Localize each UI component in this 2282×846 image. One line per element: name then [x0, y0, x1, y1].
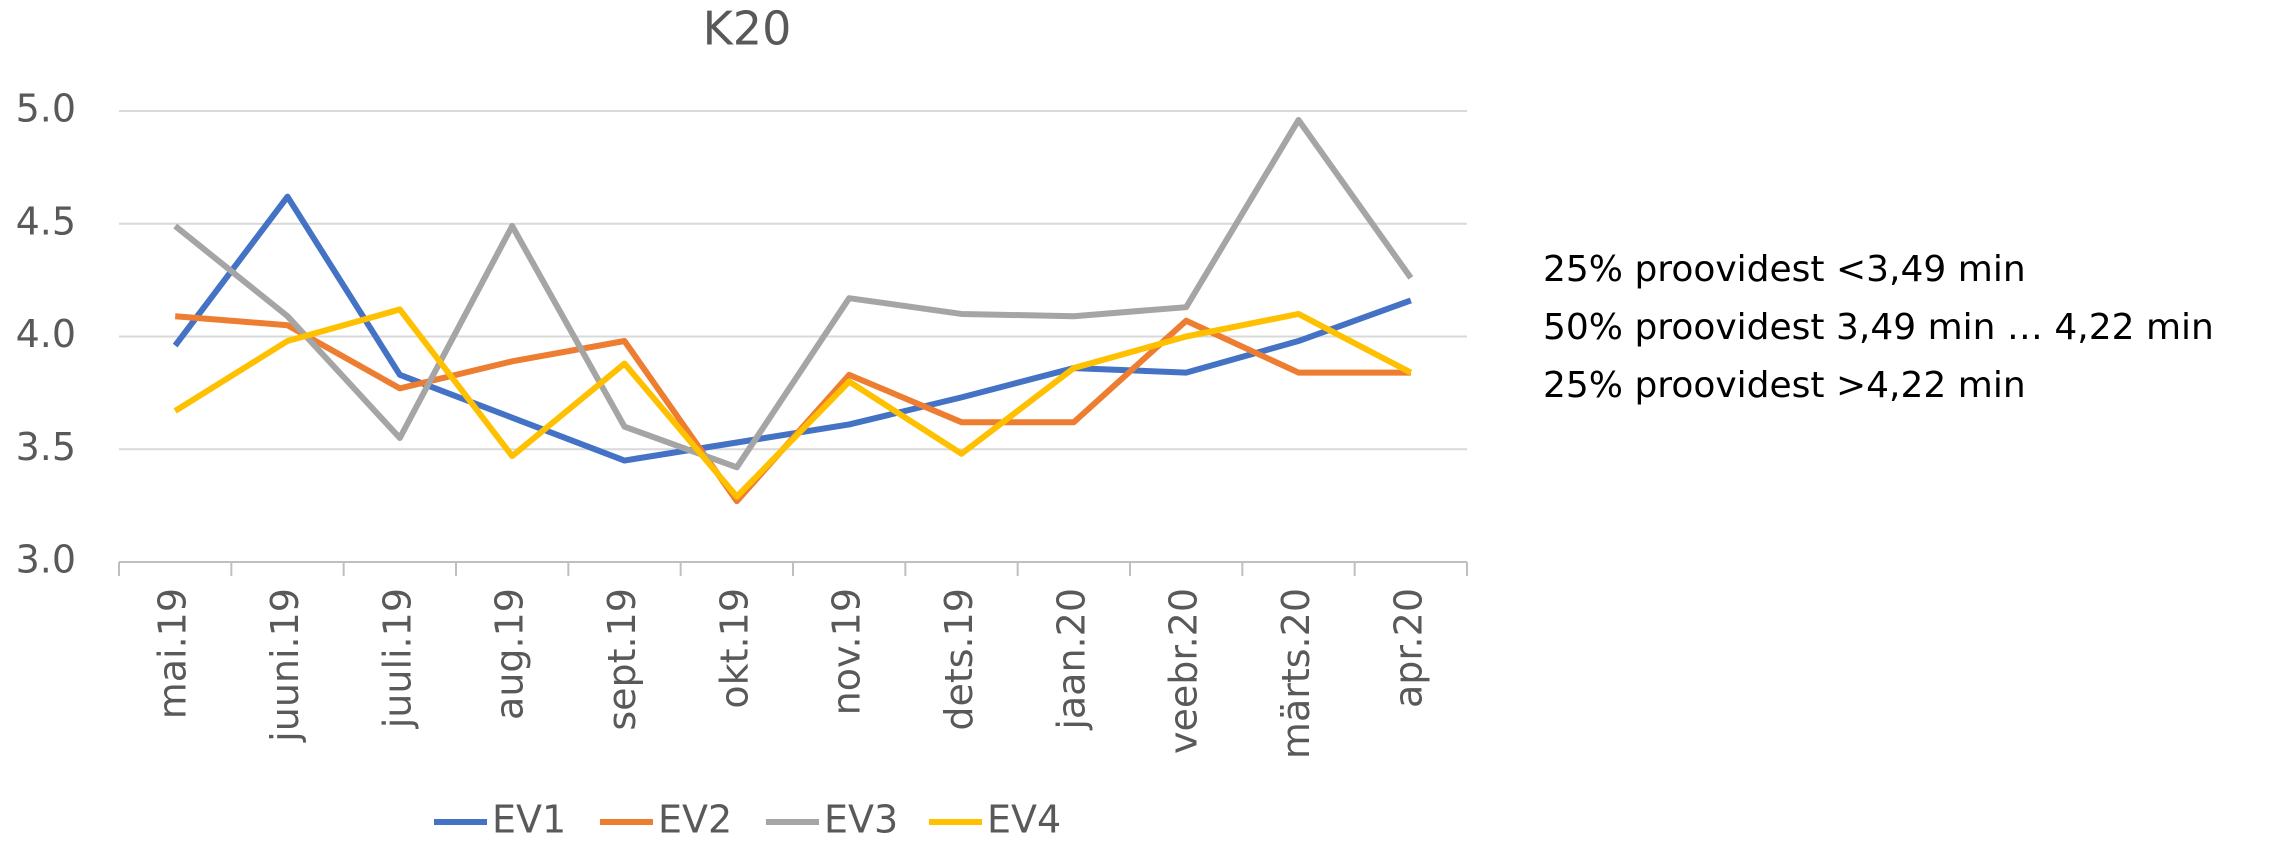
x-tick-label: juuni.19 — [263, 588, 307, 743]
legend-label: EV2 — [658, 798, 732, 842]
y-tick-label: 4.0 — [16, 312, 76, 356]
legend-label: EV1 — [492, 798, 566, 842]
legend-label: EV3 — [824, 798, 898, 842]
x-tick-label: märts.20 — [1274, 588, 1318, 759]
annotation: 25% proovidest >4,22 min — [1543, 365, 2026, 406]
x-tick-label: sept.19 — [600, 588, 644, 731]
x-tick-label: aug.19 — [488, 588, 532, 720]
x-tick-label: dets.19 — [937, 588, 981, 731]
x-tick-label: mai.19 — [151, 588, 195, 719]
y-tick-label: 3.5 — [16, 425, 76, 469]
chart-title: K20 — [703, 2, 792, 56]
x-tick-label: veebr.20 — [1162, 588, 1206, 754]
legend-label: EV4 — [987, 798, 1061, 842]
x-tick-label: apr.20 — [1386, 588, 1430, 708]
x-tick-label: juuli.19 — [375, 588, 419, 729]
y-tick-label: 4.5 — [16, 199, 76, 243]
y-tick-label: 3.0 — [16, 538, 76, 582]
annotation: 25% proovidest <3,49 min — [1543, 249, 2026, 290]
series-line — [173, 306, 1413, 500]
y-tick-label: 5.0 — [16, 87, 76, 131]
x-tick-label: okt.19 — [712, 588, 756, 709]
x-tick-label: nov.19 — [825, 588, 869, 715]
series-line — [174, 313, 1411, 505]
x-tick-label: jaan.20 — [1049, 588, 1093, 731]
series-line — [173, 117, 1414, 471]
annotation: 50% proovidest 3,49 min … 4,22 min — [1543, 307, 2214, 348]
